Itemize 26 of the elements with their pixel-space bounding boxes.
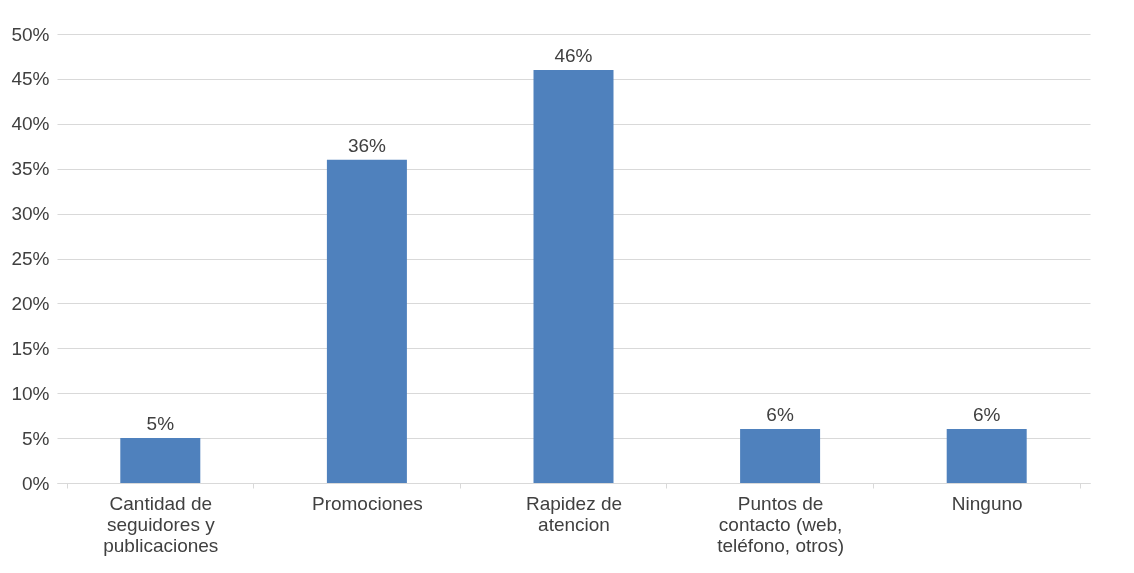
data-label: 5% [146, 413, 175, 435]
x-tick-label: Ninguno [951, 492, 1023, 514]
bar [740, 429, 821, 483]
y-tick-label: 0% [22, 472, 50, 494]
data-label: 46% [554, 44, 593, 66]
x-tick-label: Puntos de contacto (web, teléfono, otros) [717, 492, 844, 556]
y-tick-label: 45% [11, 68, 50, 90]
y-tick-label: 20% [11, 292, 50, 314]
y-tick-label: 15% [11, 337, 50, 359]
bar [533, 69, 614, 483]
y-tick-label: 50% [11, 23, 50, 45]
bar [120, 438, 201, 483]
bar [326, 159, 407, 483]
x-tick-label: Promociones [311, 492, 423, 514]
x-tick-label: Rapidez de atencion [525, 492, 623, 535]
y-tick-label: 10% [11, 382, 50, 404]
y-tick-label: 5% [22, 427, 50, 449]
data-label: 6% [972, 404, 1001, 426]
y-tick-label: 40% [11, 113, 50, 135]
x-tick-label: Cantidad de seguidores y publicaciones [103, 492, 219, 556]
bar [946, 429, 1027, 483]
data-label: 36% [347, 134, 387, 156]
y-tick-label: 25% [11, 248, 50, 269]
y-tick-label: 30% [11, 203, 50, 225]
y-tick-label: 35% [11, 158, 50, 180]
data-label: 6% [766, 404, 794, 426]
